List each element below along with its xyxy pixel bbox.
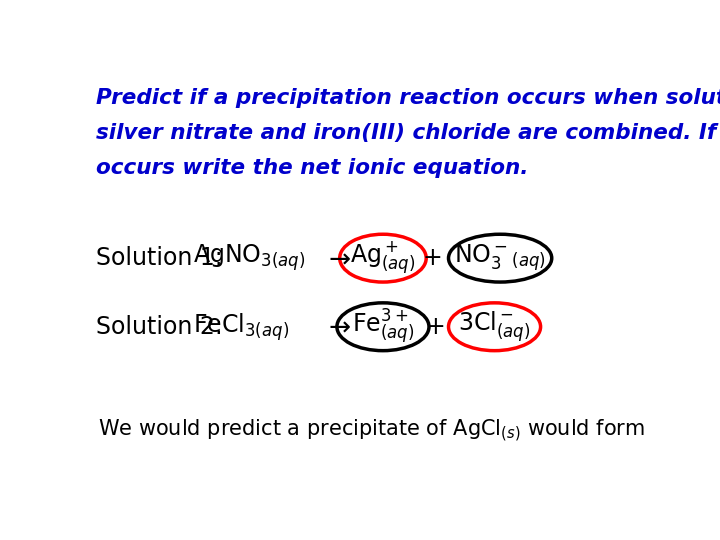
- Text: +: +: [426, 315, 445, 339]
- Text: $\rightarrow$: $\rightarrow$: [323, 314, 351, 340]
- Text: silver nitrate and iron(III) chloride are combined. If a reaction: silver nitrate and iron(III) chloride ar…: [96, 123, 720, 143]
- Text: AgNO$_{3(aq)}$: AgNO$_{3(aq)}$: [193, 243, 305, 273]
- Text: FeCl$_{3(aq)}$: FeCl$_{3(aq)}$: [193, 311, 289, 342]
- Text: Solution 2:: Solution 2:: [96, 315, 222, 339]
- Text: We would predict a precipitate of AgCl$_{(s)}$ would form: We would predict a precipitate of AgCl$_…: [99, 417, 645, 444]
- Text: $\rightarrow$: $\rightarrow$: [323, 245, 351, 271]
- Text: Ag$^+_{(aq)}$: Ag$^+_{(aq)}$: [350, 240, 415, 276]
- Text: 3Cl$^-_{(aq)}$: 3Cl$^-_{(aq)}$: [459, 309, 531, 344]
- Text: +: +: [422, 246, 442, 270]
- Text: NO$_3^-$$_{(aq)}$: NO$_3^-$$_{(aq)}$: [454, 243, 546, 273]
- Text: Solution 1:: Solution 1:: [96, 246, 222, 270]
- Text: Fe$^{3+}_{(aq)}$: Fe$^{3+}_{(aq)}$: [351, 307, 414, 346]
- Text: occurs write the net ionic equation.: occurs write the net ionic equation.: [96, 158, 528, 178]
- Text: Predict if a precipitation reaction occurs when solutions of: Predict if a precipitation reaction occu…: [96, 87, 720, 107]
